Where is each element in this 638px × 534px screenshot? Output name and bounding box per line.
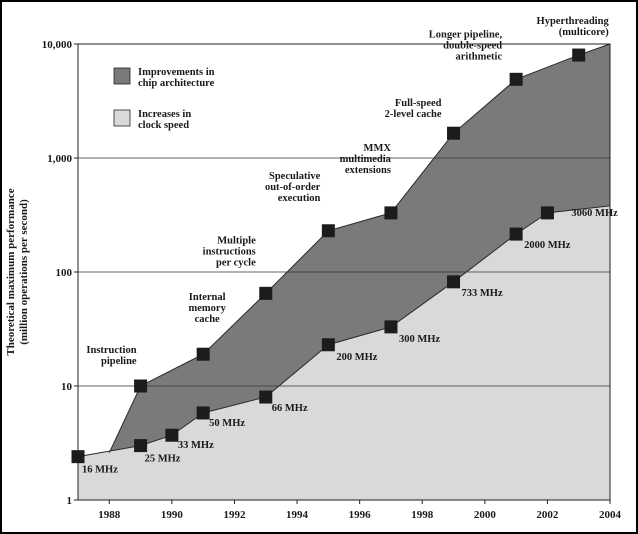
annotation-architecture: double-speed	[443, 40, 502, 51]
y-tick-label: 100	[56, 267, 73, 279]
marker-architecture	[134, 379, 148, 393]
annotation-clock-speed: 25 MHz	[145, 454, 181, 465]
annotation-architecture: extensions	[345, 165, 391, 176]
annotation-clock-speed: 50 MHz	[209, 418, 245, 429]
y-tick-label: 1,000	[47, 153, 72, 165]
tick-layer: 1 10 100 1,000 10,000 1988 1990 1992 1994 1996 199…	[42, 39, 622, 521]
marker-clock-speed	[321, 338, 335, 352]
y-tick-label: 10	[61, 381, 73, 393]
marker-clock-speed	[196, 406, 210, 420]
legend-label-line2: clock speed	[138, 120, 189, 131]
x-tick-label: 2002	[536, 509, 559, 521]
y-tick-label: 10,000	[42, 39, 73, 51]
annotation-architecture: instructions	[203, 246, 256, 257]
annotation-clock-speed: 16 MHz	[82, 465, 118, 476]
legend-swatch	[113, 109, 131, 127]
annotation-architecture: memory	[189, 303, 227, 314]
x-tick-label: 1992	[223, 509, 246, 521]
marker-architecture	[321, 224, 335, 238]
x-tick-label: 2000	[474, 509, 497, 521]
annotation-architecture: Full-speed	[395, 98, 442, 109]
annotation-architecture: Internal	[189, 292, 226, 303]
y-axis-title-line2: (million operations per second)	[18, 199, 30, 345]
marker-architecture	[384, 206, 398, 220]
marker-architecture	[259, 286, 273, 300]
y-axis-title-line1: Theoretical maximum performance	[5, 188, 17, 355]
marker-clock-speed	[447, 275, 461, 289]
annotation-clock-speed: 66 MHz	[272, 403, 308, 414]
y-tick-label: 1	[67, 495, 73, 507]
legend-label-line1: Increases in	[138, 109, 191, 120]
annotation-clock-speed: 733 MHz	[462, 288, 503, 299]
marker-clock-speed	[259, 390, 273, 404]
marker-architecture	[509, 72, 523, 86]
annotation-clock-speed: 2000 MHz	[524, 240, 571, 251]
annotation-architecture: pipeline	[101, 356, 137, 367]
annotation-clock-speed: 200 MHz	[336, 352, 377, 363]
annotation-architecture: execution	[278, 193, 321, 204]
marker-architecture	[572, 48, 586, 62]
marker-architecture	[196, 347, 210, 361]
annotation-architecture: Speculative	[269, 171, 321, 182]
annotation-architecture: Hyperthreading	[537, 16, 610, 27]
annotation-architecture: Longer pipeline,	[429, 29, 503, 40]
annotation-architecture: per cycle	[216, 257, 256, 268]
x-tick-label: 1998	[411, 509, 434, 521]
line-chip-architecture	[108, 43, 611, 453]
x-tick-label: 1988	[98, 509, 121, 521]
annotation-architecture: multimedia	[340, 154, 392, 165]
x-tick-label: 1990	[161, 509, 184, 521]
legend-swatch	[113, 67, 131, 85]
annotation-clock-speed: 300 MHz	[399, 334, 440, 345]
legend-label-line1: Improvements in	[138, 67, 215, 78]
x-tick-label: 1996	[349, 509, 372, 521]
area-clock-speed	[78, 205, 610, 500]
annotation-architecture: (multicore)	[559, 27, 609, 38]
annotation-architecture: 2-level cache	[385, 109, 442, 120]
marker-clock-speed	[165, 428, 179, 442]
annotation-architecture: cache	[195, 314, 220, 325]
annotation-architecture: out-of-order	[265, 182, 321, 193]
marker-clock-speed	[384, 320, 398, 334]
marker-clock-speed	[134, 439, 148, 453]
legend-label-line2: chip architecture	[138, 78, 215, 89]
x-tick-label: 1994	[286, 509, 309, 521]
marker-clock-speed	[509, 227, 523, 241]
x-tick-label: 2004	[599, 509, 622, 521]
annotation-clock-speed: 3060 MHz	[571, 208, 618, 219]
marker-clock-speed	[540, 206, 554, 220]
annotation-architecture: MMX	[364, 143, 392, 154]
annotation-architecture: Multiple	[217, 235, 256, 246]
annotation-architecture: arithmetic	[455, 51, 502, 62]
annotation-architecture: Instruction	[86, 345, 136, 356]
marker-clock-speed	[71, 450, 85, 464]
marker-architecture	[447, 126, 461, 140]
annotation-clock-speed: 33 MHz	[178, 440, 214, 451]
